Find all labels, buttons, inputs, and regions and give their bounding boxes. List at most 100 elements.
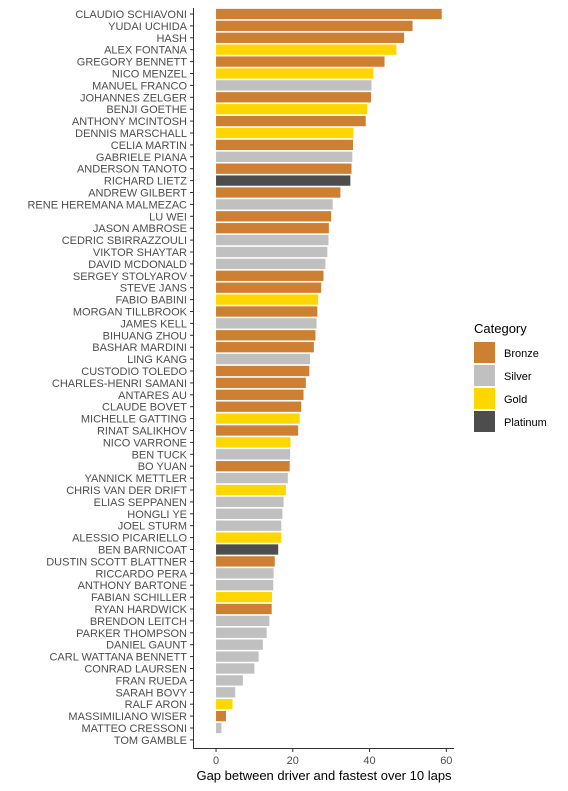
bar [216,139,354,151]
y-tick-label: DAVID MCDONALD [88,259,187,271]
y-tick-label: BO YUAN [138,461,187,473]
legend: Category Bronze Silver Gold Platinum [474,321,547,432]
bar [216,603,272,615]
y-tick-label: CONRAD LAURSEN [84,664,187,676]
y-tick-label: BENJI GOETHE [106,104,187,116]
bar [216,508,283,519]
bar [216,68,374,79]
y-tick-label: MASSIMILIANO WISER [68,711,187,723]
y-tick-label: ANTARES AU [118,390,187,402]
y-tick-label: GREGORY BENNETT [77,57,188,69]
y-tick-label: JOEL STURM [118,521,187,533]
bar [216,44,397,55]
bar [216,389,304,400]
y-tick-label: TOM GAMBLE [114,735,187,747]
bar [216,520,282,531]
legend-title: Category [474,321,527,336]
y-tick-label: CLAUDE BOVET [102,402,187,414]
legend-label: Gold [504,394,527,406]
x-axis-title: Gap between driver and fastest over 10 l… [196,768,452,783]
bar [216,234,329,246]
bar [216,318,317,329]
y-tick-label: JOHANNES ZELGER [80,92,187,104]
bar [216,675,243,686]
bar [216,246,328,258]
y-tick-label: NICO MENZEL [112,69,187,81]
bar [216,687,236,698]
x-tick-label: 20 [287,755,299,767]
bar [216,365,310,377]
legend-swatch [474,411,495,432]
y-tick-label: ALEX FONTANA [104,45,188,57]
y-tick-label: DENNIS MARSCHALL [75,128,187,140]
y-tick-label: ALESSIO PICARIELLO [72,533,187,545]
bar [216,127,354,139]
y-tick-label: STEVE JANS [120,283,187,295]
y-tick-label: LU WEI [149,211,187,223]
y-tick-label: CEDRIC SBIRRAZZOULI [62,235,187,247]
y-tick-label: BEN BARNICOAT [98,545,187,557]
legend-label: Bronze [504,348,539,360]
y-tick-label: CARL WATTANA BENNETT [49,652,187,664]
y-tick-label: CUSTODIO TOLEDO [81,366,187,378]
y-tick-label: HONGLI YE [127,509,187,521]
bar [216,151,353,162]
y-tick-label: YUDAI UCHIDA [108,21,188,33]
legend-label: Silver [504,371,532,383]
y-tick-label: CLAUDIO SCHIAVONI [75,9,187,21]
bar [216,544,279,555]
y-tick-label: BIHUANG ZHOU [103,330,187,342]
y-tick-label: RICHARD LIETZ [104,176,187,188]
y-tick-label: MANUEL FRANCO [92,80,187,92]
y-tick-label: CHARLES-HENRI SAMANI [52,378,187,390]
y-tick-label: ELIAS SEPPANEN [94,497,187,509]
bar [216,615,270,627]
bar [216,425,299,436]
bar [216,377,306,389]
y-tick-label: MORGAN TILLBROOK [73,307,188,319]
y-tick-label: FABIO BABINI [115,295,187,307]
bar [216,591,273,603]
x-tick-label: 60 [440,755,452,767]
bar [216,568,274,579]
bar [216,211,332,222]
y-tick-label: RALF ARON [125,699,187,711]
bar [216,104,368,115]
bar [216,187,341,198]
legend-label: Platinum [504,417,547,429]
bar [216,532,282,543]
bars-layer [216,8,442,734]
y-tick-label: FABIAN SCHILLER [91,592,187,604]
bar [216,282,322,293]
y-tick-label: CHRIS VAN DER DRIFT [66,485,187,497]
bar [216,258,326,270]
bar [216,115,366,127]
legend-entries: Bronze Silver Gold Platinum [474,342,547,432]
bar [216,699,233,710]
y-tick-label: LING KANG [127,354,187,366]
bar [216,663,255,674]
bar [216,342,314,353]
y-tick-label: MATTEO CRESSONI [81,723,187,735]
y-tick-label: RINAT SALIKHOV [97,426,188,438]
y-tick-label: JASON AMBROSE [93,223,187,235]
y-tick-label: ANDERSON TANOTO [77,164,187,176]
y-tick-label: JAMES KELL [120,318,187,330]
y-tick-label: SARAH BOVY [115,687,187,699]
bar [216,56,385,67]
y-tick-label: MICHELLE GATTING [81,414,187,426]
bar [216,627,267,638]
bar [216,556,275,567]
legend-swatch [474,365,495,386]
y-tick-label: BRENDON LEITCH [90,616,187,628]
y-tick-label: ANTHONY BARTONE [78,580,187,592]
y-tick-label: DUSTIN SCOTT BLATTNER [46,556,187,568]
legend-swatch [474,342,495,363]
x-ticks: 0 20 40 60 [213,748,452,767]
bar [216,437,291,448]
y-tick-label: YANNICK METTLER [85,473,188,485]
y-tick-label: BEN TUCK [132,449,188,461]
bar [216,270,324,281]
